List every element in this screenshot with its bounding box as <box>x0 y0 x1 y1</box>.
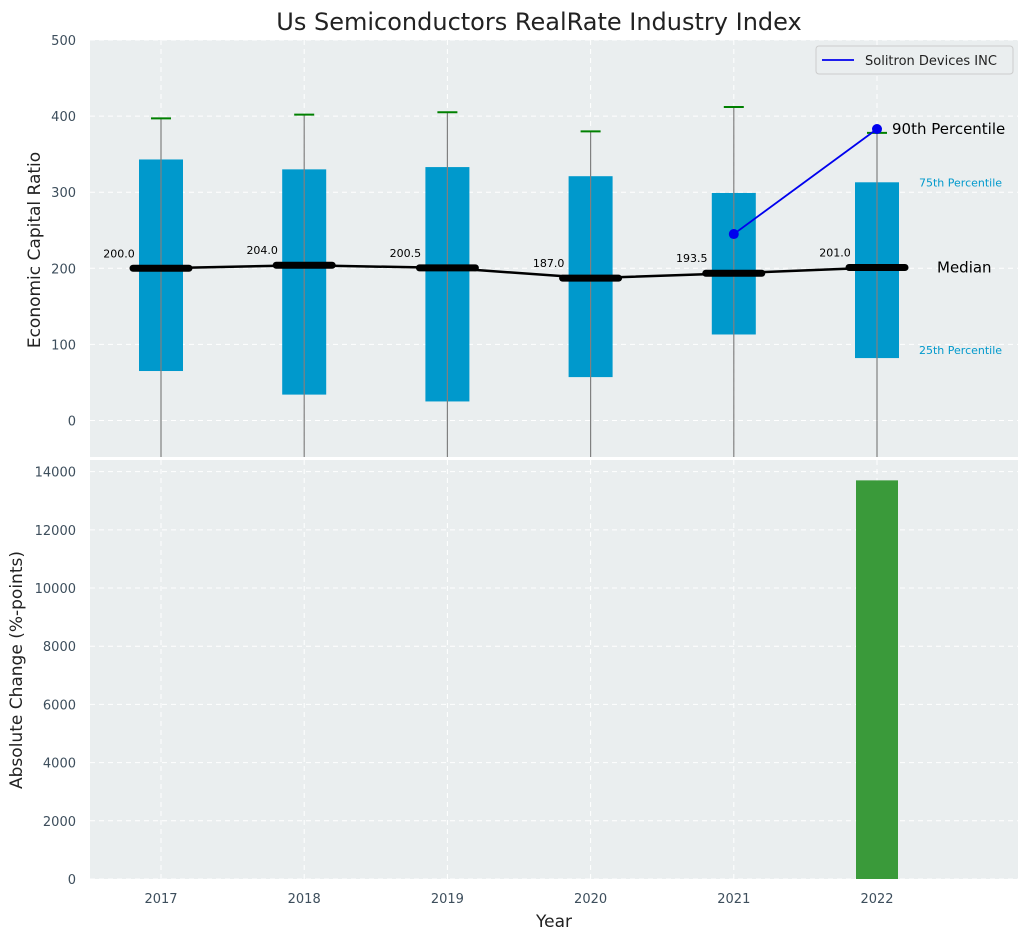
bar-2022 <box>856 480 898 879</box>
annotation-p90: 90th Percentile <box>892 120 1005 138</box>
median-label-2017: 200.0 <box>103 247 135 260</box>
bottom-ytick-label: 6000 <box>43 698 76 713</box>
legend-box <box>815 45 1014 75</box>
legend-label: Solitron Devices INC <box>865 54 997 69</box>
median-label-2021: 193.5 <box>676 252 708 265</box>
bottom-ytick-label: 8000 <box>43 640 76 655</box>
top-ytick-label: 100 <box>51 338 76 353</box>
median-label-2022: 201.0 <box>819 247 851 260</box>
median-label-2018: 204.0 <box>246 244 278 257</box>
annotation-p25: 25th Percentile <box>919 344 1002 357</box>
company-line <box>733 128 878 235</box>
xtick-label-2017: 2017 <box>144 892 177 907</box>
top-ytick-label: 400 <box>51 110 76 125</box>
x-axis-label: Year <box>535 912 572 932</box>
xtick-label-2018: 2018 <box>288 892 321 907</box>
median-label-2020: 187.0 <box>533 257 565 270</box>
xtick-label-2020: 2020 <box>574 892 607 907</box>
company-point-2022 <box>872 124 882 135</box>
company-point-2021 <box>728 229 739 240</box>
top-ytick-label: 300 <box>51 186 76 201</box>
median-label-2019: 200.5 <box>390 247 422 260</box>
top-y-axis-label: Economic Capital Ratio <box>25 152 45 348</box>
top-ytick-label: 0 <box>68 414 76 429</box>
bottom-ytick-label: 4000 <box>43 757 76 772</box>
top-ytick-label: 500 <box>51 34 76 49</box>
xtick-label-2021: 2021 <box>717 892 750 907</box>
bottom-ytick-label: 0 <box>68 873 76 888</box>
bottom-ytick-label: 2000 <box>43 815 76 830</box>
top-ytick-label: 200 <box>51 262 76 277</box>
xtick-label-2022: 2022 <box>860 892 893 907</box>
bottom-ytick-label: 14000 <box>35 466 76 481</box>
xtick-label-2019: 2019 <box>431 892 464 907</box>
bottom-ytick-label: 12000 <box>35 524 76 539</box>
annotation-median: Median <box>937 259 992 277</box>
annotation-p75: 75th Percentile <box>919 176 1002 189</box>
chart-title: Us Semiconductors RealRate Industry Inde… <box>276 8 801 36</box>
bottom-ytick-label: 10000 <box>35 582 76 597</box>
bottom-y-axis-label: Absolute Change (%-points) <box>7 551 27 789</box>
